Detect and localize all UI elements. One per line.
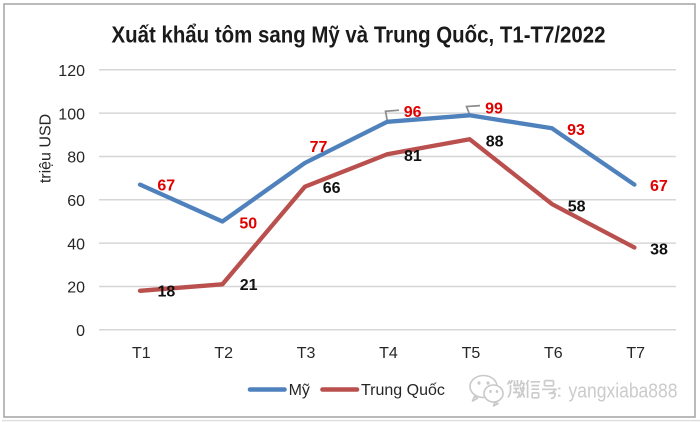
svg-text:Mỹ: Mỹ bbox=[289, 382, 310, 399]
svg-text:66: 66 bbox=[323, 180, 341, 197]
svg-text:T1: T1 bbox=[132, 345, 151, 362]
svg-text:21: 21 bbox=[240, 277, 258, 294]
svg-text:93: 93 bbox=[567, 122, 585, 139]
svg-text:Xuất khẩu tôm sang Mỹ và Trung: Xuất khẩu tôm sang Mỹ và Trung Quốc, T1-… bbox=[112, 21, 606, 47]
svg-text:67: 67 bbox=[157, 177, 175, 194]
svg-text:18: 18 bbox=[158, 284, 176, 301]
svg-text:100: 100 bbox=[58, 106, 85, 123]
svg-text:Trung Quốc: Trung Quốc bbox=[361, 382, 445, 399]
svg-text:T6: T6 bbox=[544, 345, 563, 362]
svg-text:T5: T5 bbox=[462, 345, 481, 362]
svg-text:67: 67 bbox=[650, 178, 668, 195]
svg-text:yangxiaba888: yangxiaba888 bbox=[570, 382, 679, 404]
svg-text:38: 38 bbox=[650, 241, 668, 258]
svg-text:triệu USD: triệu USD bbox=[38, 114, 55, 183]
svg-text:yangxiaba888: yangxiaba888 bbox=[569, 381, 678, 403]
svg-text:99: 99 bbox=[485, 100, 503, 117]
svg-text:0: 0 bbox=[76, 323, 85, 340]
svg-text:40: 40 bbox=[67, 236, 85, 253]
svg-text:T2: T2 bbox=[214, 345, 233, 362]
svg-text:T7: T7 bbox=[626, 345, 645, 362]
svg-text:120: 120 bbox=[58, 63, 85, 80]
svg-text:80: 80 bbox=[67, 150, 85, 167]
svg-text:T3: T3 bbox=[297, 345, 316, 362]
svg-text:60: 60 bbox=[67, 193, 85, 210]
svg-text:20: 20 bbox=[67, 280, 85, 297]
svg-text:81: 81 bbox=[404, 148, 422, 165]
svg-text:88: 88 bbox=[486, 134, 504, 151]
svg-text:77: 77 bbox=[310, 139, 328, 156]
svg-text:50: 50 bbox=[239, 215, 257, 232]
svg-text:58: 58 bbox=[568, 198, 586, 215]
svg-text:T4: T4 bbox=[379, 345, 398, 362]
svg-text:96: 96 bbox=[404, 104, 422, 121]
